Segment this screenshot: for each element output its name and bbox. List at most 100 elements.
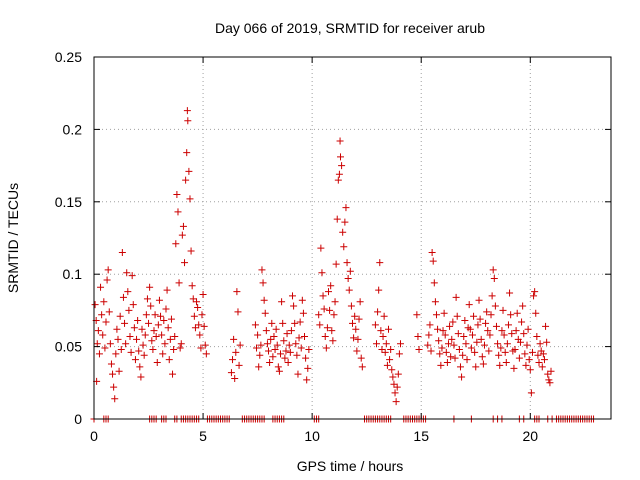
data-point [198,311,206,319]
data-point [305,345,313,353]
data-point [122,340,130,348]
data-point [374,308,382,316]
data-point [117,345,125,353]
data-point [106,340,114,348]
y-tick-label: 0.15 [55,194,82,210]
data-point [375,286,383,294]
data-point [254,331,262,339]
data-point [321,332,329,340]
data-point [136,363,144,371]
data-point [472,363,480,371]
data-point [279,319,287,327]
data-point [380,312,388,320]
data-point [130,324,138,332]
data-point [436,350,444,358]
data-point [356,298,364,306]
data-point [161,340,169,348]
data-point [453,312,461,320]
data-point [518,318,526,326]
data-point [151,311,159,319]
data-point [519,302,527,310]
data-point [128,272,136,280]
data-point [100,298,108,306]
data-point [123,269,131,277]
data-point [506,289,514,297]
data-point [447,353,455,361]
data-point [430,279,438,287]
data-point [328,327,336,335]
data-point [439,327,447,335]
data-point [202,350,210,358]
data-point [316,321,324,329]
data-point [378,345,386,353]
data-point [230,335,238,343]
data-point [371,321,379,329]
data-point [335,170,343,178]
data-point [281,354,289,362]
data-point [428,248,436,256]
data-point [440,309,448,317]
plot-frame [93,56,612,420]
data-point [438,344,446,352]
data-point [513,309,521,317]
data-point [512,327,520,335]
data-point [538,363,546,371]
data-point [134,317,142,325]
data-point [442,348,450,356]
data-point [349,319,356,327]
data-point [167,315,175,323]
data-point [169,370,177,378]
data-point [381,348,389,356]
data-point [340,243,348,251]
data-point [278,298,286,306]
data-point [113,325,121,333]
data-point [531,288,539,296]
data-point [466,325,474,333]
data-point [121,319,129,327]
data-point [387,345,395,353]
data-point [269,353,277,361]
data-point [185,167,193,175]
data-point [477,335,485,343]
data-point [426,321,434,329]
data-point [200,322,208,330]
data-point [501,348,509,356]
data-point [126,332,134,340]
data-point [125,306,133,314]
data-point [143,295,151,303]
data-point [450,341,458,349]
data-point [465,301,473,309]
data-point [295,334,303,342]
data-point [424,341,432,349]
data-point [535,359,543,367]
data-point [521,350,529,358]
data-point [232,348,240,356]
data-point [119,293,127,301]
data-point [434,325,442,333]
data-point [283,330,291,338]
data-point [347,302,355,310]
data-point [127,348,135,356]
data-point [487,311,495,319]
data-point [195,321,203,329]
data-point [97,283,105,291]
data-point [355,315,363,323]
x-tick-label: 0 [90,428,98,444]
x-tick-label: 20 [522,428,538,444]
data-point [260,296,268,304]
data-point [446,322,454,330]
data-point [277,350,285,358]
data-point [236,341,244,349]
data-point [510,364,518,372]
data-point [114,335,122,343]
data-point [533,332,541,340]
x-tick-labels: 0 5 10 15 20 [90,428,538,444]
data-point [182,176,190,184]
data-point [476,315,484,323]
data-point [103,276,111,284]
data-point [101,344,109,352]
data-point [530,292,538,300]
data-point [353,347,361,355]
data-point [105,308,113,316]
